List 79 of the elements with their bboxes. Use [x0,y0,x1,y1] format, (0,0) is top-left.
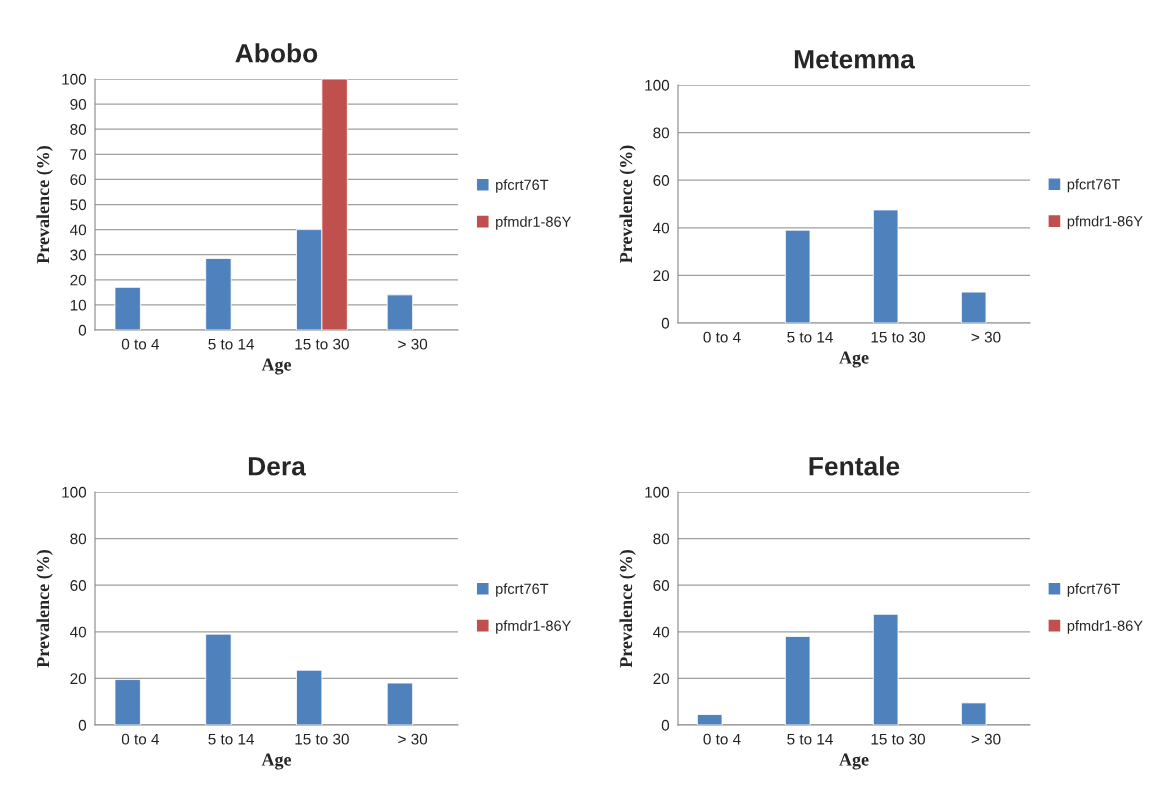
legend-label: pfmdr1-86Y [1067,215,1143,230]
legend-label: pfmdr1-86Y [1067,620,1143,634]
x-tick-label: 0 to 4 [703,331,741,343]
x-tick-label: > 30 [971,331,1001,343]
x-tick-label: 15 to 30 [871,331,926,343]
x-tick-label: 0 to 4 [121,338,160,350]
legend-label: pfcrt76T [496,179,549,193]
y-tick-label: 50 [70,199,87,211]
x-tick-label: 15 to 30 [295,733,349,745]
x-tick-label: 15 to 30 [871,733,926,745]
chart-title: Fentale [809,456,900,476]
bar [960,702,987,725]
bar [960,291,987,323]
x-tick-label: 0 to 4 [703,733,741,745]
y-tick-label: 80 [70,124,87,135]
y-axis-title: Prevalence (%) [36,550,53,668]
bar [205,633,232,725]
y-tick-label: 100 [62,486,87,498]
bar [872,209,899,323]
bar [784,636,811,725]
y-tick-label: 100 [645,486,670,498]
y-tick-label: 80 [653,533,670,545]
y-tick-label: 60 [70,174,87,186]
bar [386,294,414,330]
y-tick-label: 60 [653,175,670,186]
bar [386,682,414,725]
x-tick-label: 5 to 14 [208,338,255,350]
y-tick-label: 70 [70,149,87,160]
x-tick-label: > 30 [971,733,1001,745]
x-tick-label: 5 to 14 [787,733,833,745]
y-tick-label: 60 [70,580,87,591]
y-tick-label: 100 [62,73,87,85]
y-tick-label: 0 [78,719,87,731]
x-tick-label: 0 to 4 [121,733,160,745]
legend-label: pfmdr1-86Y [496,216,572,230]
y-tick-label: 40 [653,626,670,638]
bar [784,229,811,323]
y-tick-label: 40 [70,224,87,236]
legend-label: pfcrt76T [496,583,549,597]
y-tick-label: 80 [70,533,87,545]
bar [296,669,323,725]
x-axis-title: Age [839,753,869,770]
bar [114,679,141,725]
y-axis-title: Prevalence (%) [36,146,53,264]
legend-label: pfcrt76T [1067,583,1120,597]
y-tick-label: 100 [645,79,670,91]
y-tick-label: 20 [653,270,670,282]
y-tick-label: 60 [653,580,670,591]
chart-title: Metemma [794,50,916,69]
x-axis-title: Age [839,351,869,368]
y-tick-label: 0 [661,317,670,329]
y-tick-label: 90 [70,98,87,110]
y-tick-label: 40 [70,626,87,638]
y-tick-label: 40 [653,222,670,234]
y-tick-label: 20 [70,673,87,685]
bar [205,258,232,330]
y-tick-label: 20 [70,274,87,286]
bar [114,286,141,330]
x-tick-label: > 30 [398,338,428,350]
bar [696,714,723,725]
y-axis-title: Prevalence (%) [619,145,636,263]
y-tick-label: 0 [78,324,87,336]
y-axis-title: Prevalence (%) [619,550,636,668]
chart-title: Dera [248,457,307,476]
y-tick-label: 10 [70,299,87,311]
chart-title: Abobo [235,43,318,63]
y-tick-label: 80 [653,127,670,139]
y-tick-label: 30 [70,249,87,261]
legend-label: pfcrt76T [1067,178,1120,193]
bar [872,613,899,725]
y-tick-label: 20 [653,673,670,685]
y-tick-label: 0 [661,719,670,731]
x-axis-title: Age [261,358,292,375]
x-axis-title: Age [261,753,292,770]
x-tick-label: 5 to 14 [787,331,833,343]
x-tick-label: 5 to 14 [208,733,255,745]
x-tick-label: 15 to 30 [295,338,349,350]
x-tick-label: > 30 [398,733,428,745]
legend-label: pfmdr1-86Y [496,620,572,634]
